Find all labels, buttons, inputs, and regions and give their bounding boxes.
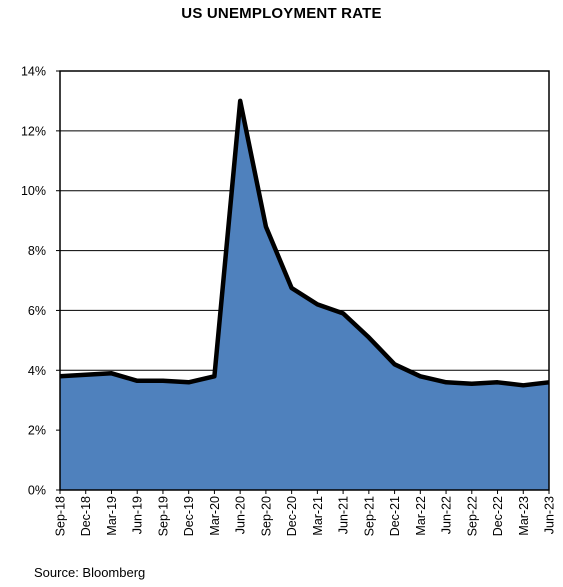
- x-tick-label: Sep-21: [362, 496, 376, 536]
- x-tick-label: Mar-21: [311, 496, 325, 536]
- y-tick-label: 4%: [28, 364, 46, 378]
- x-tick-label: Jun-19: [131, 496, 145, 534]
- data-point-mar-23: [521, 383, 525, 387]
- data-point-dec-19: [187, 380, 191, 384]
- data-point-mar-22: [418, 374, 422, 378]
- y-tick-label: 2%: [28, 424, 46, 438]
- x-tick-label: Sep-18: [54, 496, 68, 536]
- source-note: Source: Bloomberg: [34, 565, 146, 580]
- x-tick-label: Dec-20: [285, 496, 299, 536]
- data-point-sep-21: [367, 335, 371, 339]
- x-tick-label: Dec-22: [491, 496, 505, 536]
- data-point-jun-21: [341, 311, 345, 315]
- x-tick-label: Sep-20: [259, 496, 273, 536]
- chart-title: US UNEMPLOYMENT RATE: [181, 5, 382, 22]
- x-axis: Sep-18 Dec-18 Mar-19 Jun-19 Sep-19 Dec-19 Mar-…: [54, 490, 557, 536]
- data-point-mar-19: [109, 371, 113, 375]
- x-tick-label: Jun-22: [440, 496, 454, 534]
- data-point-sep-18: [58, 374, 62, 378]
- x-tick-label: Mar-19: [105, 496, 119, 536]
- y-tick-label: 8%: [28, 244, 46, 258]
- x-tick-label: Dec-19: [182, 496, 196, 536]
- x-tick-label: Mar-20: [208, 496, 222, 536]
- data-point-mar-21: [315, 302, 319, 306]
- unemployment-line: [59, 98, 550, 388]
- unemployment-area: [60, 100, 549, 491]
- data-point-dec-22: [496, 380, 500, 384]
- x-tick-label: Dec-21: [388, 496, 402, 536]
- data-point-jun-22: [444, 380, 448, 384]
- x-tick-label: Sep-19: [156, 496, 170, 536]
- data-point-mar-20: [212, 374, 216, 378]
- x-tick-label: Mar-23: [517, 496, 531, 536]
- x-tick-label: Jun-21: [337, 496, 351, 534]
- data-point-sep-22: [470, 382, 474, 386]
- data-point-sep-20: [264, 225, 268, 229]
- data-point-jun-19: [135, 379, 139, 383]
- y-tick-label: 12%: [21, 124, 46, 138]
- y-tick-label: 6%: [28, 304, 46, 318]
- data-point-jun-20: [238, 99, 242, 103]
- data-point-dec-18: [84, 373, 88, 377]
- y-tick-label: 14%: [21, 65, 46, 79]
- data-point-jun-23: [547, 380, 551, 384]
- y-tick-label: 10%: [21, 184, 46, 198]
- x-tick-label: Jun-20: [234, 496, 248, 534]
- data-point-dec-20: [290, 286, 294, 290]
- plot-frame: [59, 70, 550, 491]
- x-tick-label: Sep-22: [465, 496, 479, 536]
- data-point-dec-21: [393, 362, 397, 366]
- y-axis: 0% 2% 4% 6% 8% 10% 12% 14%: [21, 65, 60, 498]
- x-tick-label: Mar-22: [414, 496, 428, 536]
- x-tick-label: Dec-18: [79, 496, 93, 536]
- data-point-sep-19: [161, 379, 165, 383]
- x-tick-label: Jun-23: [543, 496, 557, 534]
- y-tick-label: 0%: [28, 484, 46, 498]
